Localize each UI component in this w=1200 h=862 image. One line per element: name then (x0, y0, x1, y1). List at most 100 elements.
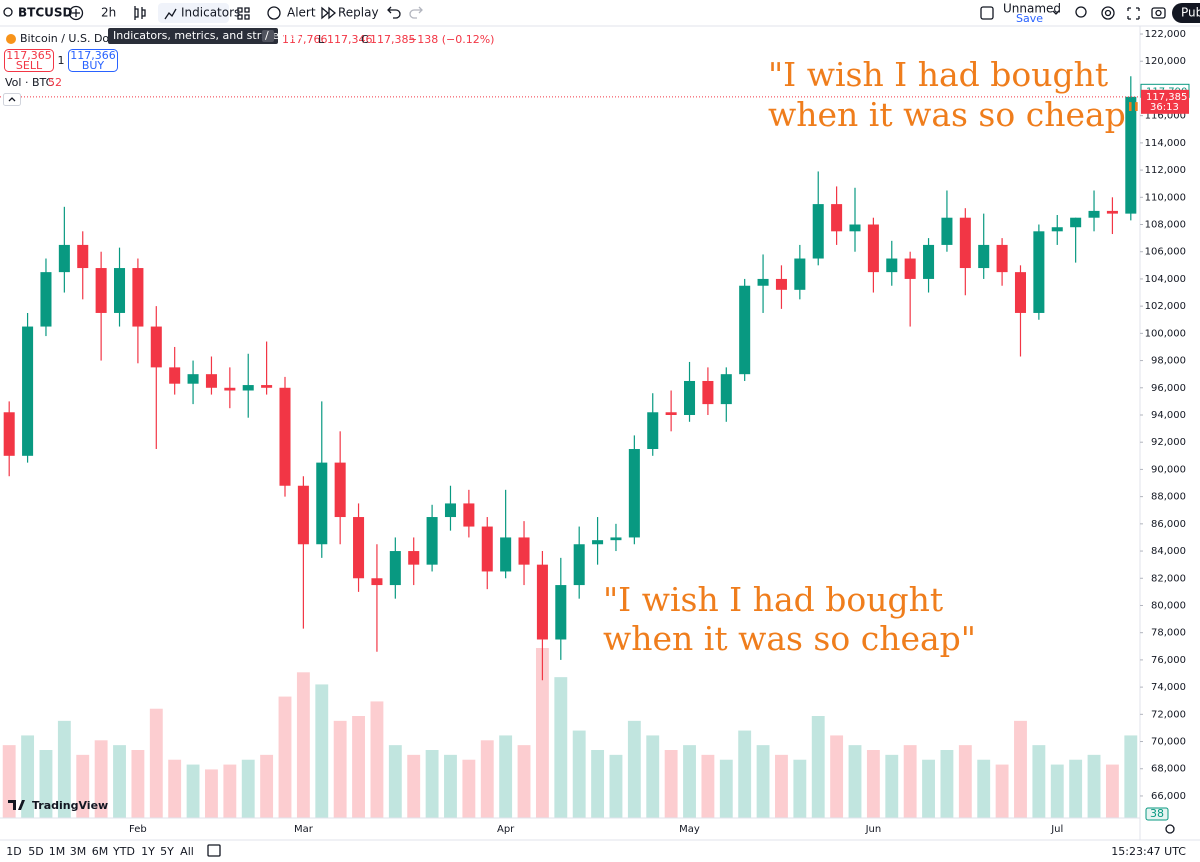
quick-search-icon[interactable] (1075, 6, 1087, 18)
y-tick-label: 84,000 (1151, 546, 1186, 557)
range-button[interactable]: YTD (112, 845, 135, 858)
plot-layer (0, 76, 1140, 681)
volume-bar (756, 745, 770, 818)
volume-layer (2, 648, 1138, 818)
search-icon[interactable] (3, 7, 13, 17)
interval[interactable]: 2h (101, 6, 116, 20)
replay-icon[interactable] (321, 6, 337, 20)
y-tick-label: 82,000 (1151, 573, 1186, 584)
candle-body (959, 217, 971, 269)
undo-icon[interactable] (387, 6, 401, 19)
publish-button[interactable] (1172, 3, 1200, 23)
sell-price[interactable]: 117,365 (6, 49, 52, 62)
candle-body (555, 585, 567, 640)
annotation: when it was so cheap" (768, 95, 1141, 134)
buy-price[interactable]: 117,366 (70, 49, 116, 62)
volume-bar (388, 745, 402, 818)
volume-bar (811, 716, 825, 818)
volume-bar (76, 754, 90, 818)
y-tick-label: 96,000 (1151, 383, 1186, 394)
range-button[interactable]: All (180, 845, 194, 858)
sell-label[interactable]: SELL (16, 59, 43, 72)
volume-bar (627, 720, 641, 818)
volume-bar (701, 754, 715, 818)
symbol-logo (6, 34, 16, 44)
chart-type-icon[interactable] (134, 6, 146, 20)
y-tick-label: 108,000 (1145, 220, 1186, 231)
axis-settings-icon[interactable] (1165, 824, 1175, 834)
tooltip (108, 28, 278, 44)
add-symbol-icon[interactable] (68, 5, 84, 21)
candle-body (481, 526, 493, 572)
volume-bar (609, 754, 623, 818)
volume-bar (591, 750, 605, 818)
volume-bar (315, 684, 329, 818)
range-button[interactable]: 1M (49, 845, 66, 858)
indicators-button[interactable] (158, 3, 229, 23)
last-price-label-box (1141, 89, 1189, 114)
candle-body (463, 503, 475, 527)
volume-bar (352, 716, 365, 818)
x-tick-label: Feb (129, 824, 147, 835)
collapse-icon (8, 97, 16, 102)
settings-icon[interactable] (1101, 6, 1115, 20)
range-button[interactable]: 5D (28, 845, 43, 858)
snapshot-icon (1155, 9, 1162, 17)
range-button[interactable]: 1D (6, 845, 21, 858)
snapshot-icon[interactable] (1151, 7, 1166, 19)
symbol[interactable]: BTCUSD (18, 6, 73, 20)
volume-bar (1124, 735, 1138, 818)
sell-button[interactable] (4, 49, 54, 72)
x-tick-label: Apr (497, 824, 515, 835)
volume-bar (57, 720, 71, 818)
x-tick-label: Jul (1050, 824, 1063, 835)
volume-bar (223, 764, 237, 818)
legend-low-label: L (318, 33, 325, 46)
volume-bar (39, 750, 53, 818)
indicators-label[interactable]: Indicators (181, 6, 240, 20)
annotation: "I wish I had bought (768, 55, 1108, 94)
buy-label[interactable]: BUY (82, 59, 105, 72)
alert-icon[interactable] (267, 6, 281, 20)
replay-label[interactable]: Replay (338, 6, 379, 20)
tooltip-shortcut-key: / (265, 29, 269, 42)
candle-body (904, 258, 916, 279)
candle-body (1014, 272, 1026, 313)
candle-body (923, 244, 935, 279)
volume-bar (1032, 745, 1046, 818)
y-tick-label: 100,000 (1145, 328, 1186, 339)
spread: 1 (58, 54, 65, 67)
volume-bar (958, 745, 972, 818)
layout-checkbox[interactable] (980, 6, 994, 20)
y-tick-label: 72,000 (1151, 709, 1186, 720)
collapse-button[interactable] (3, 93, 21, 106)
volume-bar (186, 764, 200, 818)
publish-label[interactable]: Pub (1181, 6, 1200, 20)
y-tick-label: 112,000 (1145, 165, 1186, 176)
y-tick-label: 78,000 (1151, 628, 1186, 639)
save-label[interactable]: Save (1016, 12, 1043, 25)
volume-bar (113, 745, 126, 818)
alert-label[interactable]: Alert (287, 6, 316, 20)
volume-bar (21, 735, 35, 818)
buy-button[interactable] (68, 49, 118, 72)
candle-body (95, 268, 107, 313)
candle-body (150, 326, 162, 368)
countdown: 36:13 (1150, 102, 1179, 113)
range-button[interactable]: 5Y (160, 845, 174, 858)
candle-body (205, 374, 217, 388)
range-button[interactable]: 1Y (141, 845, 155, 858)
range-button[interactable]: 3M (70, 845, 87, 858)
candle-body (261, 385, 273, 388)
layout-chevron[interactable] (1052, 10, 1060, 15)
range-button[interactable]: 6M (92, 845, 109, 858)
date-range-icon[interactable] (207, 844, 221, 857)
candle-body (536, 564, 548, 640)
layout-name[interactable]: Unnamed (1003, 2, 1061, 16)
templates-icon[interactable] (237, 7, 250, 20)
fullscreen-icon[interactable] (1127, 7, 1140, 20)
redo-icon[interactable] (409, 6, 423, 19)
x-tick-label: Mar (294, 824, 314, 835)
x-tick-label: Jun (865, 824, 882, 835)
candle-body (426, 517, 438, 565)
